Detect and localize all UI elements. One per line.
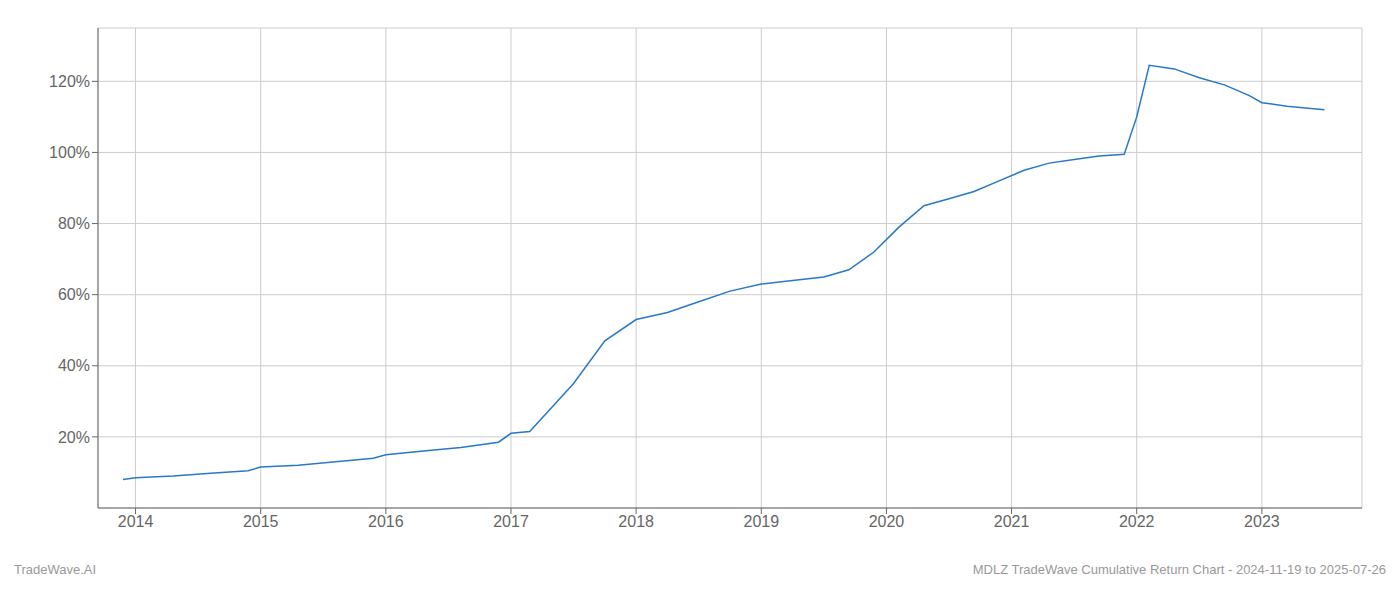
html-text:MDLZ TradeWave Cumulative Retu: MDLZ TradeWave Cumulative Return Chart -… <box>972 562 1386 577</box>
svg-text:2021: 2021 <box>994 513 1030 530</box>
svg-text:2014: 2014 <box>118 513 154 530</box>
svg-text:120%: 120% <box>49 73 90 90</box>
svg-text:100%: 100% <box>49 144 90 161</box>
svg-text:2016: 2016 <box>368 513 404 530</box>
svg-text:20%: 20% <box>58 429 90 446</box>
svg-text:40%: 40% <box>58 357 90 374</box>
svg-text:80%: 80% <box>58 215 90 232</box>
svg-text:2023: 2023 <box>1244 513 1280 530</box>
svg-text:2018: 2018 <box>618 513 654 530</box>
svg-text:2017: 2017 <box>493 513 529 530</box>
svg-text:2019: 2019 <box>743 513 779 530</box>
html-text:TradeWave.AI: TradeWave.AI <box>14 562 97 577</box>
svg-text:60%: 60% <box>58 286 90 303</box>
svg-text:2022: 2022 <box>1119 513 1155 530</box>
svg-text:2015: 2015 <box>243 513 279 530</box>
svg-text:2020: 2020 <box>869 513 905 530</box>
